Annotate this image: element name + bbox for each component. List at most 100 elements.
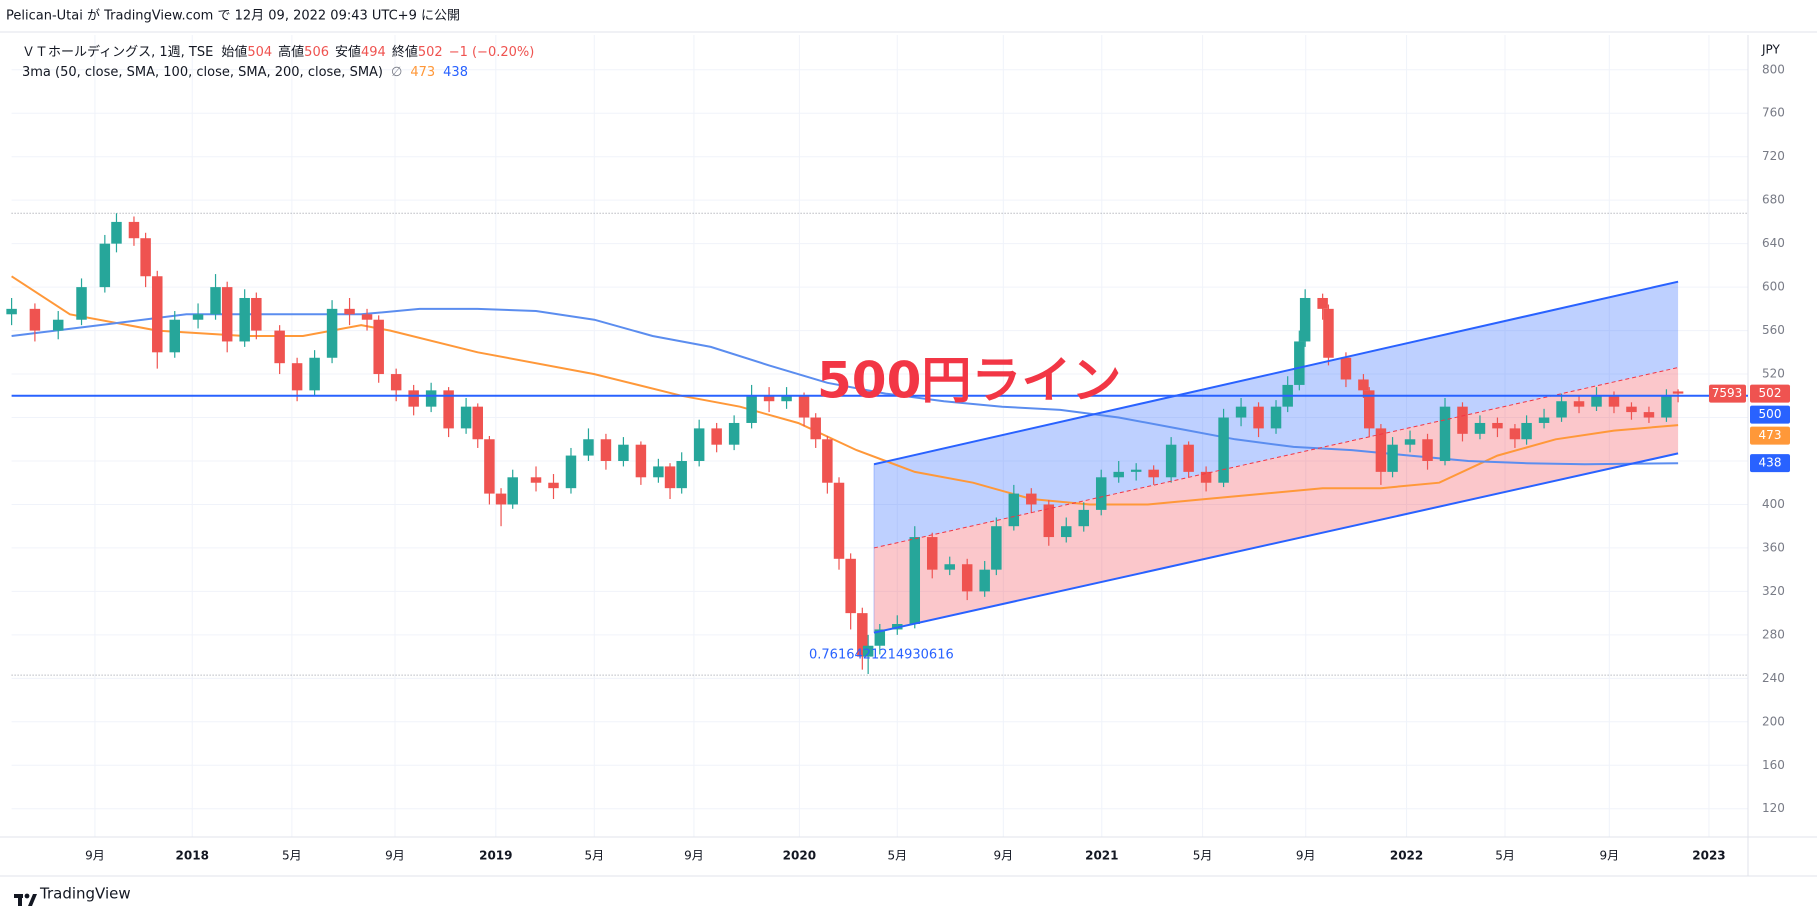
x-tick-label: 9月 — [1296, 849, 1316, 863]
currency: JPY — [1761, 43, 1781, 57]
candle-body — [961, 564, 973, 592]
candle — [1148, 465, 1159, 485]
timer-box — [1709, 384, 1746, 403]
price-tag: 438 — [1759, 456, 1782, 470]
candle-body — [6, 308, 17, 315]
candle-body — [361, 314, 373, 320]
ohlc-label: 始値 — [221, 44, 247, 60]
candle — [1113, 460, 1124, 483]
candle-body — [1323, 308, 1334, 358]
y-tick-label: 280 — [1762, 627, 1785, 641]
candle-body — [460, 406, 472, 429]
x-tick-label: 9月 — [994, 849, 1014, 863]
candle-body — [111, 221, 122, 244]
candle-body — [781, 395, 792, 402]
brand: TradingView — [39, 885, 131, 903]
price-tag-box — [1750, 426, 1790, 445]
candle — [565, 447, 577, 494]
candle — [833, 477, 845, 570]
candle-body — [1364, 390, 1375, 429]
x-tick-label: 9月 — [684, 849, 704, 863]
ohlc-value: 494 — [361, 45, 386, 60]
x-tick-label: 2018 — [176, 849, 209, 863]
candle-body — [676, 460, 687, 489]
price-tag-box — [1750, 405, 1790, 424]
candle-body — [746, 395, 757, 423]
candle-body — [857, 613, 868, 657]
indicator-name: 3ma (50, close, SMA, 100, close, SMA, 20… — [22, 65, 383, 80]
candle — [210, 274, 221, 320]
candle — [961, 558, 973, 601]
symbol: ＶＴホールディングス, 1週, TSE — [22, 44, 213, 60]
candle-body — [1358, 379, 1369, 391]
candle-body — [909, 537, 921, 625]
candle-body — [390, 374, 402, 391]
candle — [822, 436, 833, 494]
candle-body — [152, 276, 163, 353]
candle — [1235, 397, 1247, 427]
candle — [373, 315, 384, 383]
candle-body — [192, 314, 204, 320]
candle — [1556, 393, 1567, 422]
candle — [979, 560, 990, 597]
x-tick-label: 2023 — [1692, 849, 1725, 863]
y-tick-label: 520 — [1762, 367, 1785, 381]
x-tick-label: 2022 — [1390, 849, 1423, 863]
candle-body — [1422, 439, 1433, 461]
x-tick-label: 2019 — [479, 849, 512, 863]
candle — [530, 466, 542, 492]
y-tick-label: 600 — [1762, 280, 1785, 294]
candle — [1095, 469, 1107, 516]
candle — [239, 289, 250, 347]
candle-body — [944, 564, 955, 570]
candle-body — [1235, 406, 1247, 418]
candle-body — [763, 395, 775, 402]
candle-body — [221, 287, 233, 342]
candle — [676, 452, 687, 494]
candle-body — [565, 455, 577, 489]
candle — [991, 517, 1002, 576]
candle — [600, 433, 612, 470]
candle-body — [926, 537, 938, 570]
candle-body — [1113, 471, 1124, 478]
candle — [111, 213, 122, 253]
candle — [1591, 387, 1602, 412]
candle — [1183, 441, 1194, 478]
candle-body — [1183, 444, 1194, 472]
candle — [507, 469, 518, 509]
candle — [1404, 430, 1416, 453]
candle-body — [344, 308, 355, 315]
indicator-symbol: ∅ — [391, 65, 402, 80]
candle — [635, 441, 647, 485]
candle-body — [1661, 395, 1672, 418]
candle-body — [1317, 297, 1328, 309]
y-tick-label: 200 — [1762, 714, 1785, 728]
candle — [425, 382, 437, 413]
candle — [1509, 424, 1521, 448]
candle-body — [1095, 477, 1107, 510]
candle-body — [845, 558, 856, 614]
candle — [221, 281, 233, 353]
x-tick-label: 9月 — [1600, 849, 1620, 863]
timer: 7593 — [1712, 386, 1743, 400]
y-tick-label: 640 — [1762, 236, 1785, 250]
candle-body — [1253, 406, 1264, 429]
candle — [1573, 395, 1585, 414]
candle-body — [1218, 417, 1229, 483]
candle-body — [798, 395, 810, 418]
price-tag-box — [1750, 454, 1790, 473]
candle-body — [291, 363, 303, 391]
candle-body — [600, 439, 612, 461]
candle — [1008, 484, 1020, 531]
candle-body — [1165, 444, 1177, 478]
candle — [251, 292, 262, 340]
candle — [746, 384, 757, 429]
candle-body — [408, 390, 419, 407]
candle — [1061, 517, 1072, 543]
y-tick-label: 720 — [1762, 149, 1785, 163]
candle-body — [874, 629, 886, 646]
x-tick-label: 5月 — [1193, 849, 1213, 863]
candle-body — [664, 466, 676, 489]
candle-body — [1643, 412, 1655, 418]
candle — [1661, 389, 1672, 422]
